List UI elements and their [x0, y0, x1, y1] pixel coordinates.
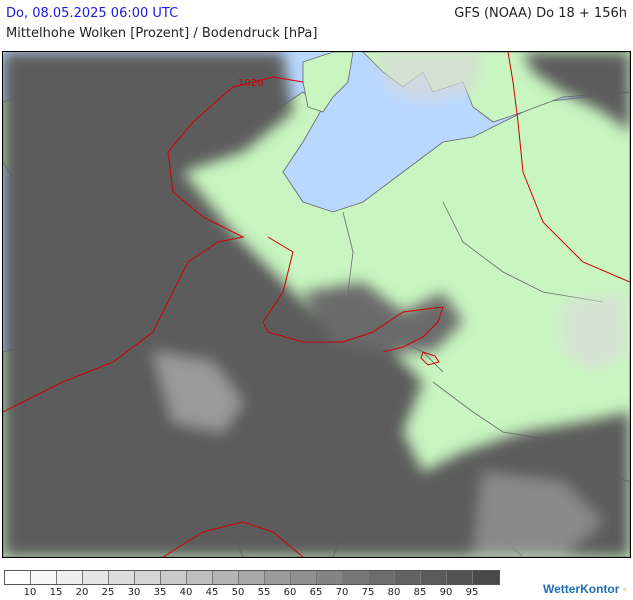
scale-tick-label: 70 — [335, 587, 349, 598]
model-run: GFS (NOAA) Do 18 + 156h — [454, 6, 627, 21]
scale-tick-label: 35 — [153, 587, 167, 598]
scale-tick-label: 25 — [101, 587, 115, 598]
scale-tick-labels: 10 15 20 25 30 35 40 45 50 55 60 65 70 75 80 85 90 95 — [4, 587, 504, 599]
scale-swatch — [473, 571, 499, 584]
scale-swatch — [291, 571, 317, 584]
isobar-east — [507, 52, 630, 283]
scale-swatch — [135, 571, 161, 584]
scale-swatch — [83, 571, 109, 584]
scale-tick-label: 40 — [179, 587, 193, 598]
scale-tick-label: 30 — [127, 587, 141, 598]
scale-tick-label: 55 — [257, 587, 271, 598]
isobar-small-cell — [420, 351, 440, 366]
scale-swatch — [395, 571, 421, 584]
scale-swatch — [239, 571, 265, 584]
scale-swatch — [109, 571, 135, 584]
logo-mark-icon: ◦ — [619, 582, 627, 596]
scale-swatch — [213, 571, 239, 584]
cloud-cover — [3, 52, 630, 557]
parameter-title: Mittelhohe Wolken [Prozent] / Bodendruck… — [6, 26, 318, 41]
scale-tick-label: 10 — [23, 587, 37, 598]
scale-tick-label: 60 — [283, 587, 297, 598]
scale-swatch — [265, 571, 291, 584]
wetterkontor-logo: WetterKontor ◦ — [543, 582, 627, 596]
land-jutland — [302, 52, 354, 113]
scale-swatch — [31, 571, 57, 584]
cloud-fringe-east — [563, 292, 630, 372]
isobar-label: 1020 — [238, 78, 263, 89]
scale-tick-label: 80 — [387, 587, 401, 598]
scale-tick-label: 85 — [413, 587, 427, 598]
scale-tick-label: 15 — [49, 587, 63, 598]
weather-map: 1020 — [2, 51, 631, 558]
isobar-1020-west — [3, 76, 304, 413]
scale-tick-label: 20 — [75, 587, 89, 598]
isobars — [3, 52, 630, 557]
cloud-patch-alps — [303, 282, 463, 352]
scale-tick-label: 95 — [465, 587, 479, 598]
scale-swatch — [369, 571, 395, 584]
cloud-band-east — [523, 52, 630, 132]
logo-text: WetterKontor — [542, 582, 620, 596]
scale-tick-label: 65 — [309, 587, 323, 598]
scale-swatch — [447, 571, 473, 584]
map-canvas: 1020 — [3, 52, 630, 557]
isobar-south — [162, 521, 304, 557]
cloud-band-west — [3, 52, 630, 557]
forecast-date: Do, 08.05.2025 06:00 UTC — [6, 6, 179, 21]
cloud-fringe-north — [373, 52, 483, 102]
cloud-color-scale — [4, 570, 500, 585]
scale-swatch — [57, 571, 83, 584]
scale-swatch — [187, 571, 213, 584]
cloud-gap-central — [153, 352, 243, 432]
scale-swatch — [161, 571, 187, 584]
scale-swatch — [421, 571, 447, 584]
scale-swatch — [317, 571, 343, 584]
cloud-gap-south — [473, 472, 603, 557]
isobar-loop-central — [262, 236, 444, 353]
scale-tick-label: 50 — [231, 587, 245, 598]
scale-swatch — [343, 571, 369, 584]
scale-tick-label: 75 — [361, 587, 375, 598]
scale-tick-label: 90 — [439, 587, 453, 598]
scale-swatch — [5, 571, 31, 584]
scale-tick-label: 45 — [205, 587, 219, 598]
